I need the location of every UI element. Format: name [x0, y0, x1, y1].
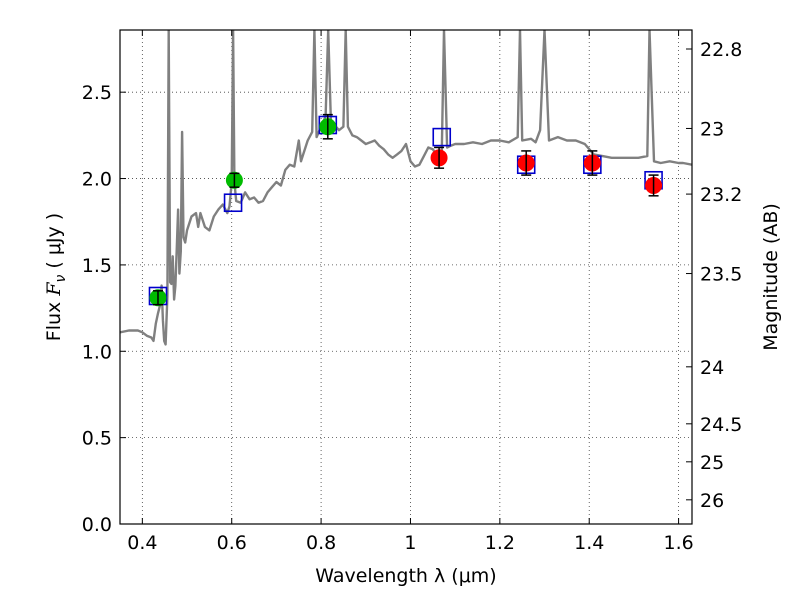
- y2-tick-label: 23.2: [700, 184, 742, 206]
- x-tick-label: 0.4: [127, 532, 157, 554]
- x-tick-label: 0.8: [306, 532, 336, 554]
- x-axis-label: Wavelength λ (μm): [315, 565, 496, 587]
- y2-tick-label: 23.5: [700, 264, 742, 286]
- y-tick-label: 1.0: [82, 341, 112, 363]
- y-tick-label: 2.5: [82, 82, 112, 104]
- model-photometry-box: [432, 127, 452, 147]
- y-axis-label: Flux Fν ( μJy ): [43, 213, 69, 341]
- y2-tick-label: 23: [700, 118, 724, 140]
- y2-tick-label: 24: [700, 357, 724, 379]
- y-tick-label: 1.5: [82, 255, 112, 277]
- model-photometry-box: [223, 193, 243, 213]
- plot-frame: [119, 29, 693, 525]
- y-tick-label: 2.0: [82, 169, 112, 191]
- axis-ticks: 0.4 0.6 0.8 1 1.2 1.4 1.6 0.0 0.5 1.0 1.5 2.0 2.5 22.…: [82, 30, 742, 554]
- y-tick-label: 0.5: [82, 428, 112, 450]
- x-tick-label: 1.2: [485, 532, 515, 554]
- x-tick-label: 1: [404, 532, 416, 554]
- plot-data-area: [120, 30, 692, 346]
- x-tick-label: 1.4: [574, 532, 604, 554]
- secondary-y-axis-label: Magnitude (AB): [760, 203, 782, 351]
- y2-tick-label: 26: [700, 490, 724, 512]
- y2-tick-label: 25: [700, 452, 724, 474]
- y-tick-label: 0.0: [82, 514, 112, 536]
- y2-tick-label: 22.8: [700, 39, 742, 61]
- x-tick-label: 1.6: [663, 532, 693, 554]
- y2-tick-label: 24.5: [700, 414, 742, 436]
- x-tick-label: 0.6: [217, 532, 247, 554]
